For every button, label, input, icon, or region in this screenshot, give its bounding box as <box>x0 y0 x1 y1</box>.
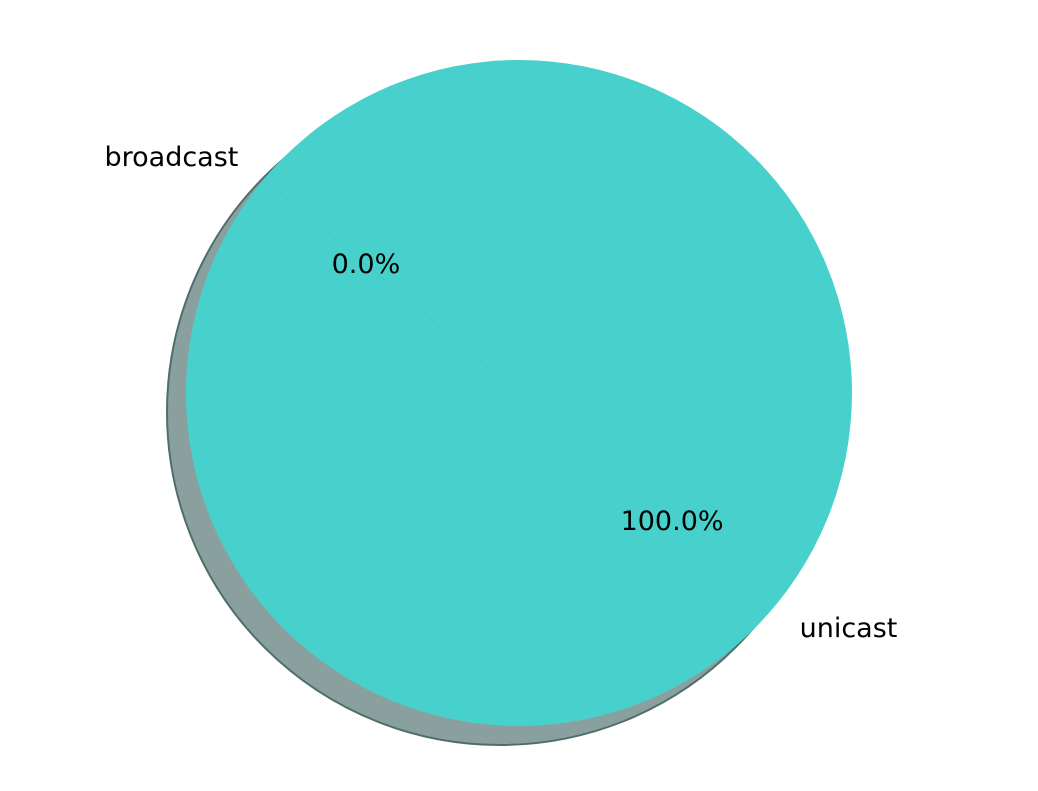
pie-category-label-broadcast: broadcast <box>104 142 238 173</box>
pie-category-label-unicast: unicast <box>800 613 898 644</box>
pie-slices-layer <box>186 60 852 726</box>
pie-pct-label-unicast: 100.0% <box>621 506 724 537</box>
pie-labels-layer: 100.0% unicast 0.0% broadcast <box>104 142 897 644</box>
pie-pct-label-broadcast: 0.0% <box>332 249 401 280</box>
pie-slice-boundary <box>263 178 520 394</box>
